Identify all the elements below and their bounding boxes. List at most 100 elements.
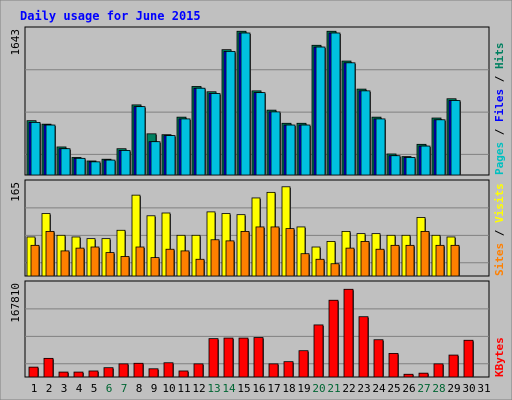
bar-pages-day-11 (180, 118, 191, 176)
bar-sites-day-25 (390, 244, 400, 277)
bar-kbytes-day-22 (343, 288, 354, 378)
bar-kbytes-day-24 (373, 339, 384, 378)
day-label-1: 1 (31, 382, 38, 395)
bar-pages-day-25 (390, 155, 401, 176)
bar-sites-day-19 (300, 253, 310, 277)
day-label-7: 7 (121, 382, 128, 395)
bar-kbytes-day-9 (148, 368, 159, 378)
bar-pages-day-29 (450, 100, 461, 176)
legend-part: Sites (493, 243, 506, 276)
bar-sites-day-7 (120, 256, 130, 277)
bar-pages-day-19 (300, 124, 311, 176)
bar-kbytes-day-6 (103, 367, 114, 378)
bar-sites-day-8 (135, 246, 145, 277)
bar-kbytes-day-11 (178, 370, 189, 378)
bar-sites-day-5 (90, 246, 100, 277)
y-max-label: 165 (9, 182, 22, 202)
day-label-11: 11 (177, 382, 190, 395)
bar-pages-day-2 (45, 124, 56, 176)
day-label-27: 27 (417, 382, 430, 395)
bar-pages-day-28 (435, 119, 446, 176)
bar-sites-day-22 (345, 247, 355, 277)
bar-pages-day-1 (30, 122, 41, 176)
day-label-18: 18 (282, 382, 295, 395)
bar-pages-day-10 (165, 135, 176, 176)
day-label-13: 13 (207, 382, 220, 395)
bar-kbytes-day-19 (298, 350, 309, 378)
bar-kbytes-day-15 (238, 337, 249, 378)
bar-kbytes-day-4 (73, 371, 84, 378)
legend-part: / (493, 122, 506, 142)
bar-pages-day-18 (285, 124, 296, 176)
legend-part: Files (493, 89, 506, 122)
bar-pages-day-26 (405, 157, 416, 176)
bar-sites-day-13 (210, 239, 220, 277)
day-label-20: 20 (312, 382, 325, 395)
bar-kbytes-day-28 (433, 363, 444, 378)
bar-pages-day-23 (360, 90, 371, 176)
day-label-12: 12 (192, 382, 205, 395)
day-label-6: 6 (106, 382, 113, 395)
day-axis: 1 2 3 4 5 6 7 8 9 10 11 12 13 14 15 16 17 18 19 20 21 22 23 24 2… (31, 382, 491, 395)
bar-sites-day-21 (330, 263, 340, 277)
day-label-24: 24 (372, 382, 386, 395)
day-label-2: 2 (46, 382, 53, 395)
bar-sites-day-18 (285, 228, 295, 277)
day-label-8: 8 (136, 382, 143, 395)
bar-pages-day-7 (120, 150, 131, 176)
bar-kbytes-day-20 (313, 324, 324, 378)
bar-kbytes-day-8 (133, 362, 144, 378)
day-label-10: 10 (162, 382, 175, 395)
panel-visits-sites: 165 Sites / Visits (9, 179, 506, 277)
bar-kbytes-day-12 (193, 363, 204, 378)
day-label-29: 29 (447, 382, 460, 395)
series-legend: KBytes (493, 337, 506, 377)
day-label-17: 17 (267, 382, 280, 395)
bar-sites-day-3 (60, 250, 70, 277)
bar-kbytes-day-25 (388, 353, 399, 378)
bar-kbytes-day-10 (163, 362, 174, 378)
legend-part: / (493, 69, 506, 89)
legend-part: Visits (493, 183, 506, 223)
bar-pages-day-3 (60, 148, 71, 176)
bar-pages-day-17 (270, 111, 281, 176)
bar-kbytes-day-2 (43, 357, 54, 378)
bar-pages-day-8 (135, 106, 146, 176)
bar-kbytes-day-13 (208, 338, 219, 378)
day-label-22: 22 (342, 382, 355, 395)
bar-sites-day-16 (255, 226, 265, 277)
y-max-label: 1643 (9, 29, 22, 56)
bar-pages-day-9 (150, 141, 161, 176)
chart-title: Daily usage for June 2015 (20, 9, 201, 23)
bar-pages-day-5 (90, 161, 101, 176)
day-label-15: 15 (237, 382, 250, 395)
day-label-5: 5 (91, 382, 98, 395)
bar-kbytes-day-1 (28, 366, 39, 378)
legend-part: Pages (493, 142, 506, 175)
day-label-30: 30 (462, 382, 475, 395)
bar-sites-day-1 (30, 244, 40, 277)
day-label-19: 19 (297, 382, 310, 395)
day-label-16: 16 (252, 382, 265, 395)
bar-sites-day-27 (420, 230, 430, 277)
chart-panels: 1643 Pages / Files / Hits 165 Sites / Visit… (9, 26, 506, 378)
bar-kbytes-day-30 (463, 339, 474, 378)
bar-pages-day-15 (240, 32, 251, 176)
bar-sites-day-29 (450, 244, 460, 277)
day-label-31: 31 (477, 382, 490, 395)
day-label-9: 9 (151, 382, 158, 395)
bar-pages-day-12 (195, 87, 206, 176)
bar-sites-day-26 (405, 244, 415, 277)
day-label-23: 23 (357, 382, 370, 395)
bar-sites-day-28 (435, 244, 445, 277)
day-label-26: 26 (402, 382, 415, 395)
bar-pages-day-13 (210, 93, 221, 176)
bar-kbytes-day-21 (328, 299, 339, 378)
bar-kbytes-day-3 (58, 371, 69, 378)
bar-kbytes-day-14 (223, 337, 234, 378)
legend-part: KBytes (493, 337, 506, 377)
bar-sites-day-15 (240, 230, 250, 277)
day-label-4: 4 (76, 382, 83, 395)
bar-sites-day-2 (45, 230, 55, 277)
day-label-28: 28 (432, 382, 445, 395)
